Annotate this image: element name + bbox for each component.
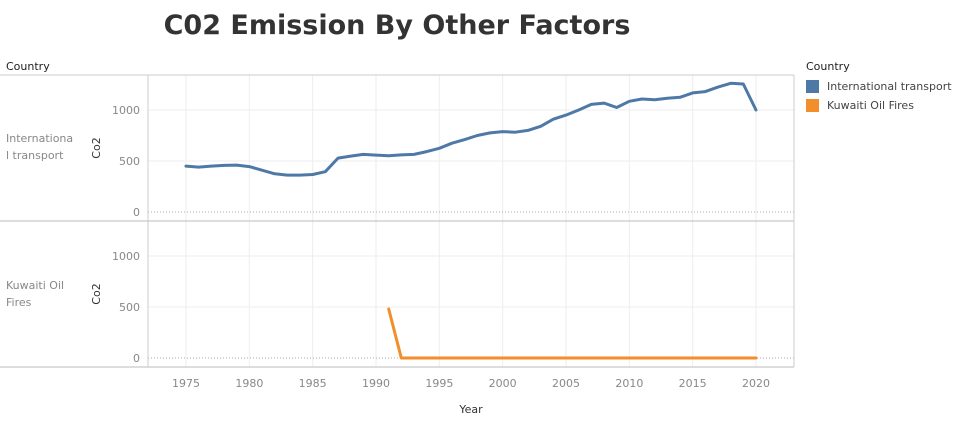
x-tick-label: 2005 xyxy=(552,377,580,390)
x-tick-label: 1990 xyxy=(362,377,390,390)
y-axis-title: Co2 xyxy=(90,137,103,158)
row-label-line: Internationa xyxy=(6,132,74,145)
chart-title: C02 Emission By Other Factors xyxy=(163,10,631,41)
series-line-international-transport xyxy=(184,81,758,177)
x-axis-title: Year xyxy=(458,403,483,416)
y-tick-label: 1000 xyxy=(112,104,140,117)
row-label-international-transport: Internationa l transport xyxy=(6,130,86,164)
x-tick-label: 1995 xyxy=(425,377,453,390)
x-tick-label: 1985 xyxy=(299,377,327,390)
legend-label: International transport xyxy=(827,80,952,93)
legend-label: Kuwaiti Oil Fires xyxy=(827,99,914,112)
row-label-kuwaiti-oil-fires: Kuwaiti Oil Fires xyxy=(6,277,86,311)
row-header: Country xyxy=(6,60,50,73)
x-tick-label: 1975 xyxy=(172,377,200,390)
legend-item-international-transport[interactable]: International transport xyxy=(806,77,952,96)
x-tick-label: 1980 xyxy=(235,377,263,390)
x-tick-label: 2010 xyxy=(615,377,643,390)
y-tick-label: 0 xyxy=(133,352,140,365)
y-tick-label: 0 xyxy=(133,206,140,219)
y-tick-label: 1000 xyxy=(112,250,140,263)
y-tick-label: 500 xyxy=(119,155,140,168)
legend-item-kuwaiti-oil-fires[interactable]: Kuwaiti Oil Fires xyxy=(806,96,952,115)
row-label-line: Fires xyxy=(6,296,32,309)
x-tick-label: 2015 xyxy=(679,377,707,390)
legend-swatch xyxy=(806,99,819,112)
y-axis-title: Co2 xyxy=(90,283,103,304)
legend-swatch xyxy=(806,80,819,93)
x-tick-label: 2020 xyxy=(742,377,770,390)
y-tick-label: 500 xyxy=(119,301,140,314)
x-tick-label: 2000 xyxy=(489,377,517,390)
legend-title: Country xyxy=(806,60,850,73)
row-label-line: l transport xyxy=(6,149,64,162)
legend: Country International transport Kuwaiti … xyxy=(806,60,952,115)
row-label-line: Kuwaiti Oil xyxy=(6,279,65,292)
series-line-kuwaiti-oil-fires xyxy=(387,307,758,360)
